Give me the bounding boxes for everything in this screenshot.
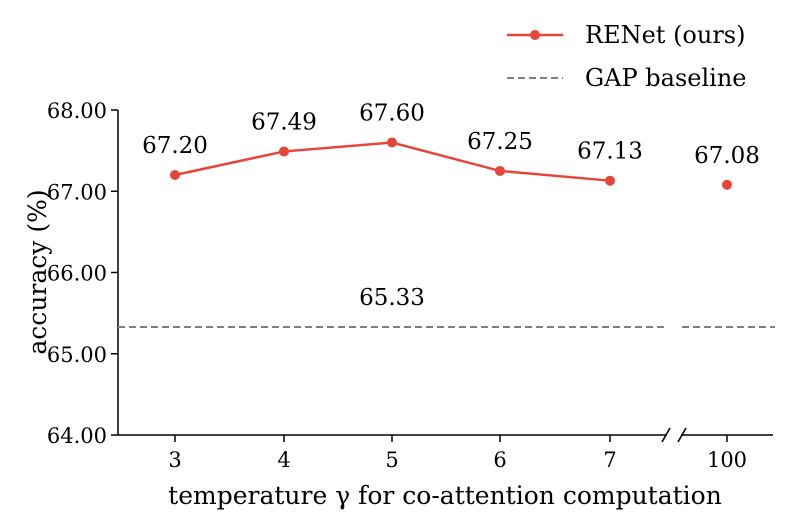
y-tick-label: 64.00 bbox=[47, 424, 107, 448]
renet-series-line bbox=[174, 141, 611, 182]
baseline-data-label: 65.33 bbox=[359, 285, 425, 311]
renet-data-point bbox=[722, 179, 732, 190]
x-tick-label: 5 bbox=[385, 448, 398, 472]
y-axis-title: accuracy (%) bbox=[23, 189, 52, 354]
legend-marker-renet bbox=[530, 30, 540, 40]
renet-data-point bbox=[387, 137, 397, 148]
renet-data-label: 67.49 bbox=[251, 109, 317, 135]
x-tick-label: 6 bbox=[493, 448, 506, 472]
legend-label-gap: GAP baseline bbox=[585, 64, 746, 92]
y-tick-label: 66.00 bbox=[47, 262, 107, 286]
renet-data-label: 67.25 bbox=[467, 129, 533, 155]
x-tick-label: 4 bbox=[277, 448, 290, 472]
x-axis-title: temperature γ for co-attention computati… bbox=[168, 481, 722, 510]
legend: RENet (ours) GAP baseline bbox=[507, 21, 746, 92]
renet-data-point bbox=[279, 146, 289, 157]
renet-data-label: 67.08 bbox=[694, 143, 760, 169]
renet-data-point bbox=[495, 165, 505, 176]
x-tick-label: 3 bbox=[168, 448, 181, 472]
axis-break-mark-left bbox=[661, 427, 671, 443]
renet-data-point bbox=[170, 170, 180, 180]
y-tick-label: 67.00 bbox=[47, 180, 107, 204]
y-tick-label: 68.00 bbox=[47, 99, 107, 123]
y-tick-label: 65.00 bbox=[47, 343, 107, 367]
renet-data-label: 67.60 bbox=[359, 101, 425, 127]
renet-data-label: 67.20 bbox=[142, 133, 208, 159]
x-tick-label: 100 bbox=[707, 448, 747, 472]
axis-break-mark-right bbox=[677, 427, 687, 443]
x-tick-label: 7 bbox=[603, 448, 616, 472]
renet-data-point bbox=[605, 175, 615, 186]
legend-label-renet: RENet (ours) bbox=[585, 21, 746, 49]
renet-data-label: 67.13 bbox=[577, 139, 643, 165]
